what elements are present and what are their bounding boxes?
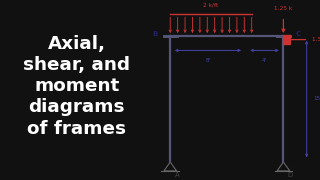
Bar	[284, 35, 290, 44]
Text: 8': 8'	[205, 58, 211, 63]
Text: B: B	[153, 31, 158, 37]
Text: Axial,
shear, and
moment
diagrams
of frames: Axial, shear, and moment diagrams of fra…	[23, 35, 130, 138]
Text: 4': 4'	[262, 58, 267, 63]
Text: C: C	[296, 31, 301, 37]
Text: 2 k/ft: 2 k/ft	[203, 2, 219, 7]
Text: A: A	[174, 172, 179, 178]
Text: 1.25 k: 1.25 k	[274, 6, 292, 11]
Text: D: D	[287, 172, 293, 178]
Text: 15': 15'	[313, 96, 320, 102]
Text: 1.5 k: 1.5 k	[312, 37, 320, 42]
